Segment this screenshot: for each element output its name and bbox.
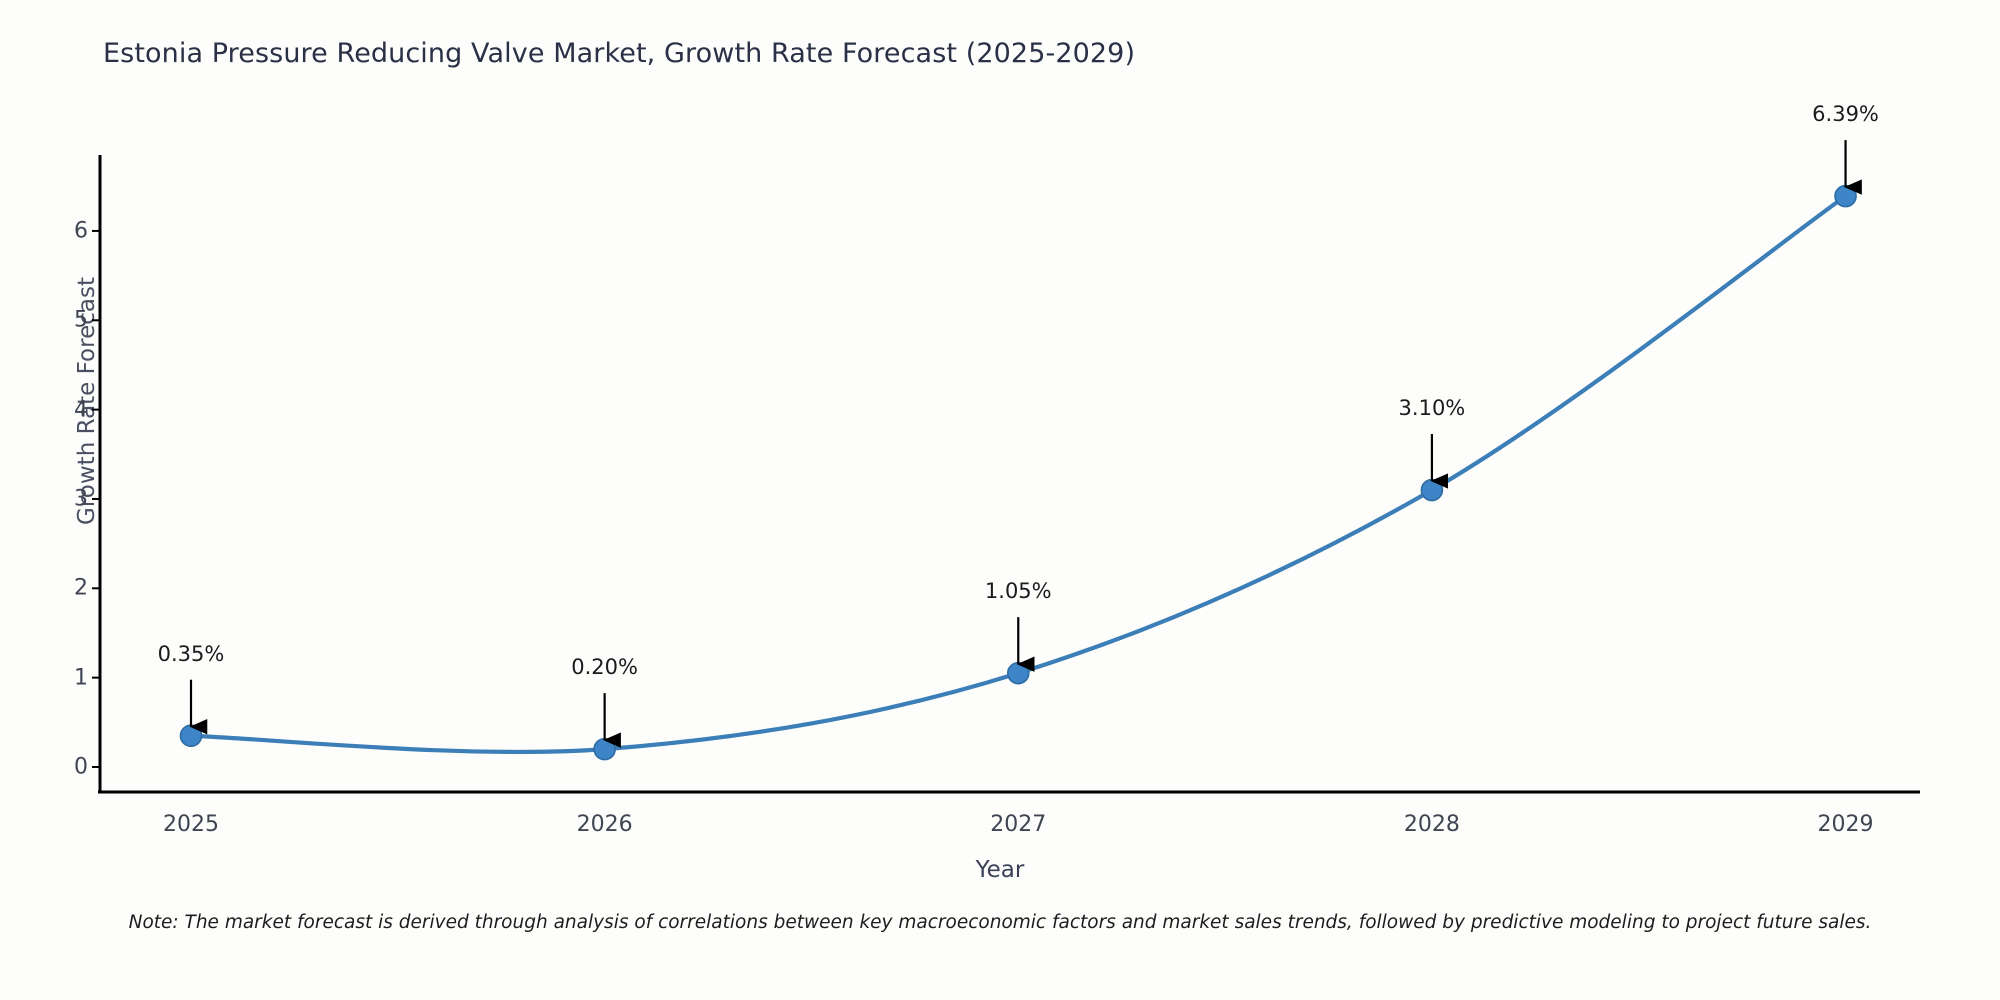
x-tick-label: 2028 bbox=[1403, 812, 1460, 837]
x-tick-label: 2025 bbox=[163, 812, 219, 837]
axis-spines bbox=[98, 155, 1920, 794]
x-tick-label: 2029 bbox=[1817, 812, 1874, 837]
data-point-marker[interactable] bbox=[179, 724, 203, 748]
data-point-marker[interactable] bbox=[1006, 661, 1030, 685]
y-tick-label: 1 bbox=[74, 665, 88, 691]
data-point-marker[interactable] bbox=[1834, 184, 1857, 208]
data-point-label: 0.20% bbox=[571, 655, 638, 680]
y-tick-label: 3 bbox=[74, 486, 88, 512]
data-point-marker[interactable] bbox=[1420, 478, 1444, 502]
data-point-label: 1.05% bbox=[984, 579, 1052, 604]
annotation-arrows bbox=[189, 140, 1862, 748]
y-tick-label: 5 bbox=[74, 307, 88, 333]
y-tick-label: 2 bbox=[74, 575, 88, 601]
x-tick-label: 2026 bbox=[576, 812, 633, 837]
y-tick-label: 6 bbox=[74, 218, 88, 244]
y-tick-label: 4 bbox=[74, 397, 88, 423]
x-tick-label: 2027 bbox=[990, 812, 1047, 837]
page-title: Estonia Pressure Reducing Valve Market, … bbox=[103, 38, 1136, 69]
y-axis-tick-marks bbox=[92, 229, 100, 768]
data-point-label: 3.10% bbox=[1398, 396, 1466, 421]
data-point-marker[interactable] bbox=[593, 737, 616, 761]
data-point-label: 0.35% bbox=[157, 641, 225, 666]
y-tick-label: 0 bbox=[74, 754, 88, 780]
x-axis-title: Year bbox=[975, 857, 1025, 883]
data-point-label: 6.39% bbox=[1812, 102, 1879, 127]
data-point-markers bbox=[179, 184, 1857, 761]
footnote-text: Note: The market forecast is derived thr… bbox=[128, 912, 1872, 933]
